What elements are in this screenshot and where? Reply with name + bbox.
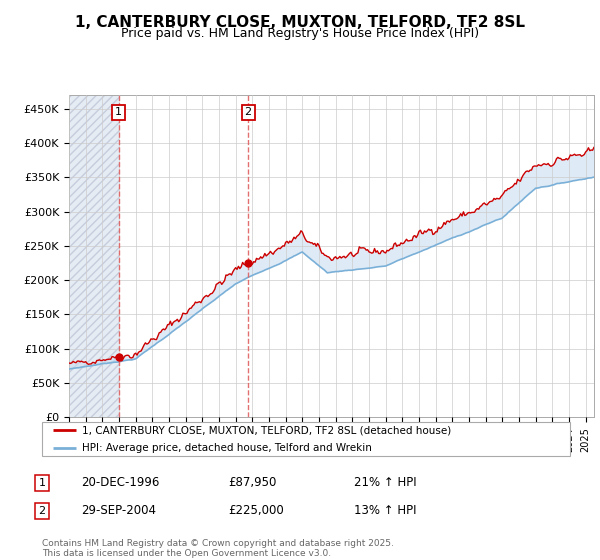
Text: 21% ↑ HPI: 21% ↑ HPI <box>354 476 416 489</box>
Text: £225,000: £225,000 <box>228 504 284 517</box>
Text: Contains HM Land Registry data © Crown copyright and database right 2025.
This d: Contains HM Land Registry data © Crown c… <box>42 539 394 558</box>
Text: 13% ↑ HPI: 13% ↑ HPI <box>354 504 416 517</box>
Text: HPI: Average price, detached house, Telford and Wrekin: HPI: Average price, detached house, Telf… <box>82 443 371 452</box>
Bar <box>69 95 119 417</box>
Bar <box>69 95 119 417</box>
Text: 29-SEP-2004: 29-SEP-2004 <box>81 504 156 517</box>
Text: 1: 1 <box>115 108 122 118</box>
Text: Price paid vs. HM Land Registry's House Price Index (HPI): Price paid vs. HM Land Registry's House … <box>121 27 479 40</box>
Text: £87,950: £87,950 <box>228 476 277 489</box>
Text: 1: 1 <box>38 478 46 488</box>
Text: 2: 2 <box>38 506 46 516</box>
Text: 1, CANTERBURY CLOSE, MUXTON, TELFORD, TF2 8SL (detached house): 1, CANTERBURY CLOSE, MUXTON, TELFORD, TF… <box>82 426 451 435</box>
Text: 2: 2 <box>245 108 252 118</box>
Text: 20-DEC-1996: 20-DEC-1996 <box>81 476 160 489</box>
Text: 1, CANTERBURY CLOSE, MUXTON, TELFORD, TF2 8SL: 1, CANTERBURY CLOSE, MUXTON, TELFORD, TF… <box>75 15 525 30</box>
